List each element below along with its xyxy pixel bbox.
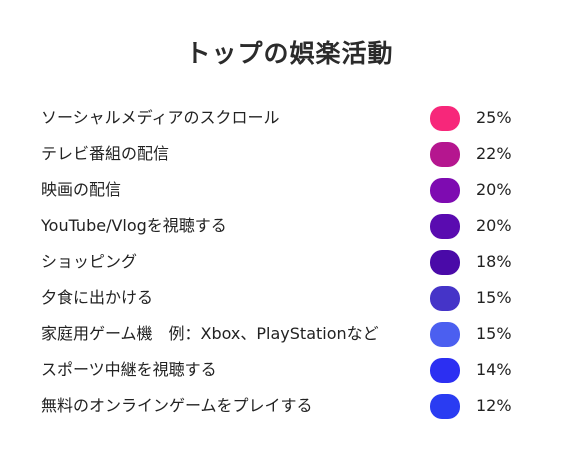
chart-row: 無料のオンラインゲームをプレイする 12% <box>0 388 579 424</box>
color-swatch <box>430 142 460 167</box>
value-label: 15% <box>476 288 512 307</box>
color-swatch <box>430 358 460 383</box>
chart-row: 映画の配信 20% <box>0 172 579 208</box>
category-label: ショッピング <box>41 252 138 271</box>
category-label: 無料のオンラインゲームをプレイする <box>41 396 313 415</box>
color-swatch <box>430 250 460 275</box>
value-label: 12% <box>476 396 512 415</box>
category-label: 家庭用ゲーム機 例：Xbox、PlayStationなど <box>41 324 379 343</box>
color-swatch <box>430 394 460 419</box>
value-label: 25% <box>476 108 512 127</box>
color-swatch <box>430 214 460 239</box>
chart-row: 夕食に出かける 15% <box>0 280 579 316</box>
chart-title: トップの娯楽活動 <box>185 39 394 68</box>
color-swatch <box>430 286 460 311</box>
value-label: 22% <box>476 144 512 163</box>
category-label: テレビ番組の配信 <box>41 144 170 163</box>
color-swatch <box>430 106 460 131</box>
chart-row: 家庭用ゲーム機 例：Xbox、PlayStationなど 15% <box>0 316 579 352</box>
category-label: スポーツ中継を視聴する <box>41 360 217 379</box>
chart-row: テレビ番組の配信 22% <box>0 136 579 172</box>
value-label: 15% <box>476 324 512 343</box>
value-label: 20% <box>476 216 512 235</box>
category-label: 夕食に出かける <box>41 288 154 307</box>
chart-row: YouTube/Vlogを視聴する 20% <box>0 208 579 244</box>
chart-row: ソーシャルメディアのスクロール 25% <box>0 100 579 136</box>
category-label: ソーシャルメディアのスクロール <box>41 108 280 127</box>
chart-row: ショッピング 18% <box>0 244 579 280</box>
value-label: 14% <box>476 360 512 379</box>
value-label: 20% <box>476 180 512 199</box>
category-label: 映画の配信 <box>41 180 122 199</box>
color-swatch <box>430 178 460 203</box>
category-label: YouTube/Vlogを視聴する <box>41 216 227 235</box>
chart-row: スポーツ中継を視聴する 14% <box>0 352 579 388</box>
color-swatch <box>430 322 460 347</box>
value-label: 18% <box>476 252 512 271</box>
